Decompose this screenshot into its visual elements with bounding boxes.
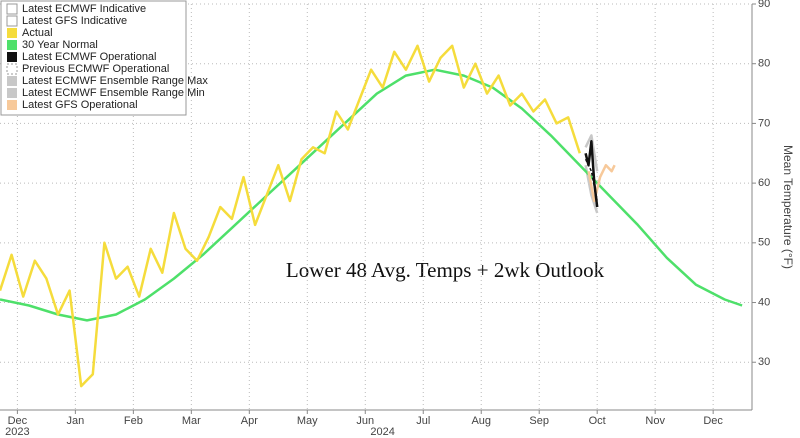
y-tick-label: 80 [758,58,770,70]
x-tick-label: Sep [529,415,549,427]
x-tick-label: Dec [703,415,723,427]
legend-label: Latest GFS Operational [22,99,138,111]
y-axis-label: Mean Temperature (°F) [781,145,795,269]
legend-swatch [7,76,17,86]
legend-label: Latest ECMWF Ensemble Range Min [22,87,205,99]
x-tick-label: Jul [416,415,430,427]
legend-label: Latest ECMWF Ensemble Range Max [22,75,208,87]
legend-label: Latest ECMWF Indicative [22,3,146,15]
x-tick-label: Dec [8,415,28,427]
series-line [584,140,599,208]
legend-label: Latest GFS Indicative [22,15,127,27]
x-tick-label: Aug [471,415,491,427]
series-line [584,134,599,172]
legend-swatch [7,88,17,98]
series-line [587,163,616,203]
legend-swatch [7,28,17,38]
legend-label: Latest ECMWF Operational [22,51,157,63]
annotation: Lower 48 Avg. Temps + 2wk Outlook [286,258,605,282]
series-line [0,44,581,388]
y-tick-label: 90 [758,0,770,10]
y-tick-label: 40 [758,296,770,308]
series-line [584,164,599,214]
x-tick-label: Oct [589,415,606,427]
y-tick-label: 30 [758,356,770,368]
x-tick-label: Nov [645,415,665,427]
legend-swatch [7,40,17,50]
x-tick-label: Apr [241,415,258,427]
y-tick-label: 70 [758,117,770,129]
legend-swatch [7,100,17,110]
x-tick-label: Jan [66,415,84,427]
y-tick-label: 50 [758,237,770,249]
legend-swatch [6,3,18,15]
x-tick-label: May [297,415,318,427]
x-year-label: 2024 [370,426,394,438]
legend-swatch [6,63,18,75]
x-tick-label: Jun [356,415,374,427]
legend-label: Actual [22,27,53,39]
legend-label: Previous ECMWF Operational [22,63,169,75]
legend-swatch [6,15,18,27]
y-tick-label: 60 [758,177,770,189]
series-line [0,68,743,322]
x-tick-label: Feb [124,415,143,427]
legend-swatch [7,52,17,62]
legend-label: 30 Year Normal [22,39,98,51]
legend-box [0,0,187,116]
x-year-label: 2023 [5,426,29,438]
x-tick-label: Mar [182,415,201,427]
grid [0,3,752,410]
